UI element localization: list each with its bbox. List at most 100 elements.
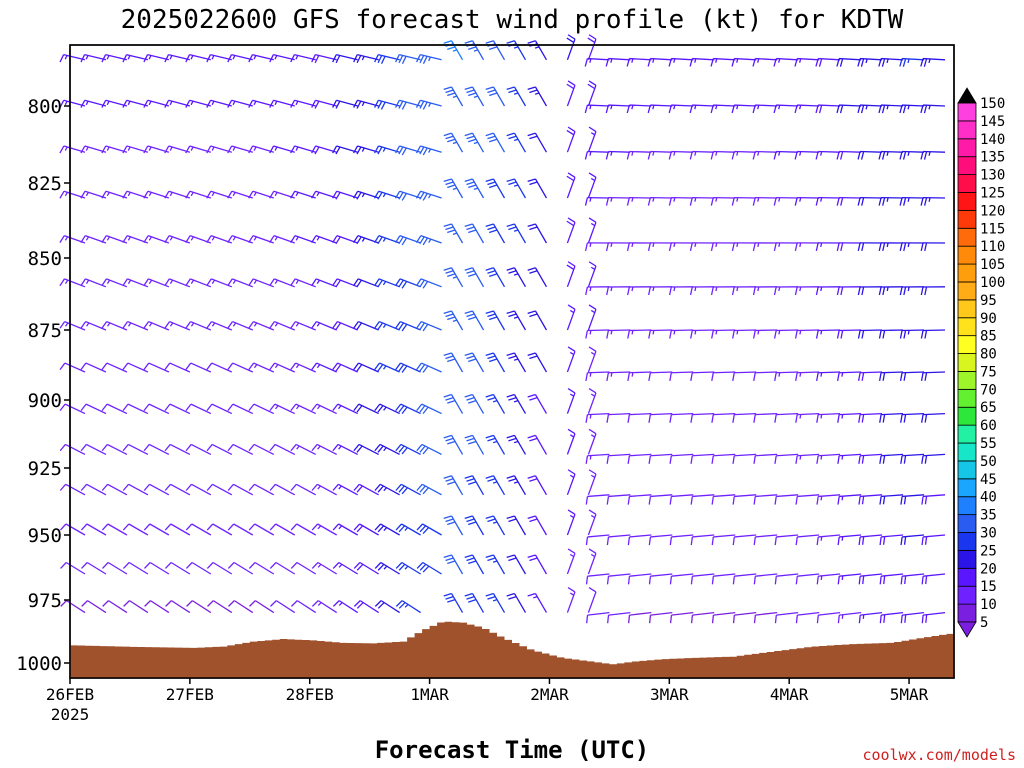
wind-barb [836,150,862,160]
wind-barb-staff [513,86,527,107]
wind-barb-feather [101,443,108,452]
wind-barb-feather [626,197,630,206]
wind-barb [506,178,527,199]
wind-barb-staff [881,104,904,107]
wind-barb-half-feather [232,322,237,327]
wind-barb-feather [648,576,652,585]
wind-barb-feather [527,223,536,228]
wind-barb-feather [606,286,610,296]
x-axis-year: 2025 [51,705,90,724]
wind-barb-feather [605,104,610,114]
wind-barb-feather [332,483,339,491]
wind-barb-feather [269,54,274,63]
wind-barb-staff [839,150,862,153]
wind-barb-staff [776,494,799,498]
wind-barb [900,573,925,585]
wind-barb [899,196,925,206]
wind-barb-half-feather [169,191,173,197]
wind-barb [101,443,128,455]
wind-barb [710,150,736,160]
wind-barb-staff [860,150,883,153]
wind-barb-feather [447,92,456,97]
wind-barb [837,494,862,505]
wind-barb-feather [377,191,383,200]
wind-barb-feather [101,54,107,63]
wind-barb-half-feather [295,100,299,106]
wind-barb-half-feather [232,55,236,60]
wind-barb-feather [710,286,714,296]
wind-barb-feather [566,175,575,182]
wind-barb-feather [332,278,338,287]
wind-barb-feather [59,321,66,329]
y-tick-label: 850 [28,248,62,270]
wind-barb [101,99,128,108]
wind-barb-staff [797,453,820,457]
wind-barb-staff [513,554,527,575]
wind-barb-feather [419,100,425,109]
wind-barb-half-feather [820,536,823,541]
wind-barb-feather [123,562,130,569]
wind-barb-staff [692,534,715,538]
wind-barb-feather [648,372,651,381]
wind-barb-feather [587,83,596,90]
wind-barb-staff [776,371,799,374]
wind-barb-staff [755,453,778,457]
wind-barb-feather [857,372,861,381]
colorbar-cell [957,406,977,426]
wind-barb-staff [566,309,576,331]
wind-barb-feather [795,536,798,546]
wind-barb-feather [248,321,254,329]
wind-barb-feather [506,434,515,439]
wind-barb-staff [534,86,548,107]
wind-barb-staff [492,593,506,613]
wind-barb [416,54,442,64]
wind-barb-feather [206,562,214,569]
wind-barb-half-feather [361,147,365,152]
wind-barb-feather [353,278,359,287]
wind-barb-feather [795,496,798,505]
wind-barb [269,443,296,455]
wind-barb-feather [882,330,886,339]
wind-barb-feather [422,323,429,332]
y-tick-label: 800 [28,96,62,118]
wind-barb [815,57,841,67]
wind-barb-feather [374,443,381,452]
wind-barb-half-feather [799,197,802,202]
wind-barb-staff [191,523,212,536]
wind-barb [566,126,576,153]
wind-barb-feather [489,316,498,321]
wind-barb-feather [485,267,494,271]
wind-barb-staff [169,403,191,415]
wind-barb [587,34,597,61]
x-tick-label: 28FEB [286,685,334,704]
wind-barb-half-feather [338,525,343,530]
wind-barb-staff [471,394,485,414]
wind-barb-staff [713,494,736,498]
wind-barb-staff [587,514,597,536]
wind-barb [584,57,610,67]
wind-barb-half-feather [736,105,739,110]
wind-barb-feather [903,536,907,545]
wind-barb-feather [878,197,882,206]
wind-barb-feather [567,217,576,223]
wind-barb [227,320,254,331]
wind-barb [80,362,107,373]
wind-barb-feather [164,321,171,329]
wind-barb-feather [861,414,865,423]
wind-barb [732,371,757,381]
wind-barb-feather [415,235,422,243]
wind-barb [587,80,597,107]
wind-barb-staff [734,453,757,457]
wind-barb [485,515,506,536]
wind-barb-staff [534,132,548,153]
wind-barb [464,592,485,613]
wind-barb-feather [752,330,756,339]
wind-barb-feather [668,58,672,67]
wind-barb [185,320,212,331]
wind-barb [395,483,421,496]
wind-barb-staff [734,534,757,538]
wind-barb-feather [122,362,129,371]
y-tick-label: 925 [28,458,62,480]
wind-barb [464,132,485,153]
wind-barb-feather [447,560,456,565]
